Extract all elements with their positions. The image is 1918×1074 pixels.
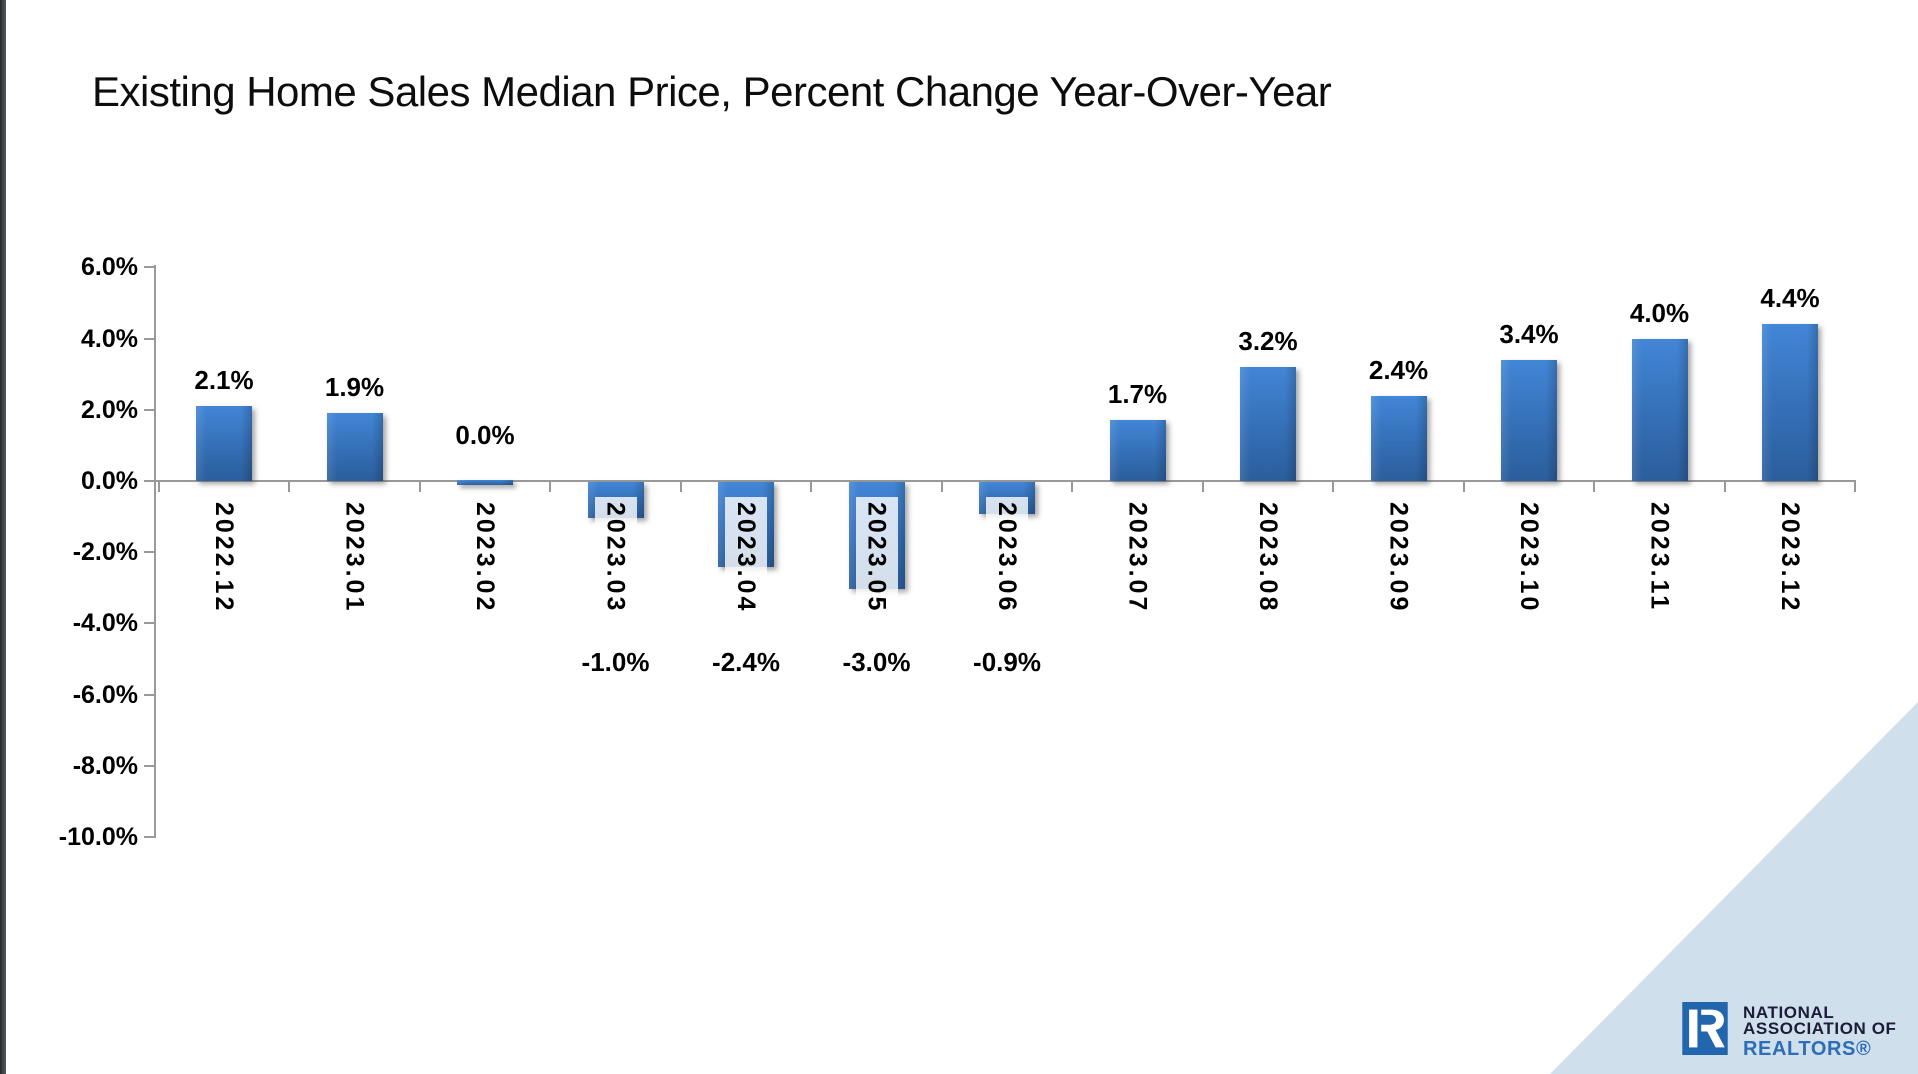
y-axis-tick-label: -2.0% — [72, 538, 138, 567]
bar — [457, 480, 513, 485]
bar-value-label: 3.2% — [1238, 326, 1298, 357]
window-edge-strip — [0, 0, 6, 1074]
bar — [1109, 420, 1166, 481]
x-axis-tick — [288, 482, 291, 492]
bar-value-label: 1.9% — [324, 372, 385, 403]
x-axis-category-label: 2023.04 — [725, 497, 767, 621]
nar-text-line3: REALTORS® — [1743, 1038, 1872, 1060]
y-axis-tick-label: 6.0% — [81, 253, 138, 282]
nar-text-line1: NATIONAL — [1743, 1003, 1835, 1022]
realtor-r-icon — [1682, 1002, 1728, 1055]
bar-value-label: 4.4% — [1760, 283, 1820, 314]
bar — [196, 406, 252, 481]
bar-value-label: -3.0% — [842, 647, 911, 677]
x-axis-tick — [679, 482, 682, 492]
bar-value-label: 0.0% — [455, 420, 515, 450]
x-axis-category-label: 2023.02 — [464, 497, 506, 621]
x-axis-tick — [1723, 482, 1726, 492]
bar-value-label: 4.0% — [1629, 297, 1690, 328]
x-axis-category-label: 2023.09 — [1377, 497, 1420, 621]
x-axis-line — [154, 480, 1856, 482]
x-axis-tick — [1332, 482, 1335, 492]
y-axis-tick — [144, 622, 156, 625]
bar-value-label: 2.4% — [1368, 354, 1429, 385]
y-axis-tick — [144, 693, 156, 696]
y-axis-tick-label: 2.0% — [81, 395, 138, 424]
nar-logo: NATIONAL ASSOCIATION OF REALTORS® — [1682, 1002, 1897, 1059]
x-axis-category-label: 2023.07 — [1116, 497, 1159, 621]
chart-title: Existing Home Sales Median Price, Percen… — [92, 68, 1332, 115]
x-axis-category-label: 2023.03 — [594, 497, 637, 621]
y-axis-tick-label: -4.0% — [72, 609, 138, 638]
bar — [1762, 324, 1818, 481]
x-axis-category-label: 2022.12 — [203, 497, 245, 621]
x-axis-tick — [1071, 482, 1074, 492]
nar-text-line2: ASSOCIATION OF — [1743, 1019, 1897, 1038]
bar — [1240, 367, 1296, 481]
x-axis-tick — [810, 482, 813, 492]
x-axis-tick — [549, 482, 552, 492]
y-axis-tick — [144, 551, 156, 554]
x-axis-tick — [1462, 482, 1465, 492]
y-axis-tick-label: 4.0% — [81, 324, 138, 353]
bar — [326, 413, 383, 481]
x-axis-category-label: 2023.12 — [1769, 497, 1811, 621]
y-axis-tick — [144, 266, 156, 269]
bar-value-label: -1.0% — [581, 647, 650, 677]
y-axis-tick-label: 0.0% — [81, 467, 138, 495]
bar — [1501, 359, 1557, 481]
y-axis-tick — [144, 836, 156, 838]
x-axis-tick — [1593, 482, 1596, 492]
x-axis-tick — [1854, 482, 1857, 492]
x-axis-category-label: 2023.05 — [855, 497, 898, 621]
bar-value-label: -2.4% — [712, 647, 780, 677]
y-axis-tick — [144, 408, 156, 411]
bar — [1370, 395, 1427, 481]
nar-logo-text: NATIONAL ASSOCIATION OF REALTORS® — [1743, 1002, 1897, 1059]
y-axis-tick — [144, 480, 156, 482]
bar-value-label: 1.7% — [1107, 379, 1168, 410]
y-axis-tick-label: -6.0% — [72, 680, 138, 709]
x-axis-category-label: 2023.10 — [1508, 497, 1550, 621]
x-axis-tick — [157, 482, 160, 492]
bar-value-label: 3.4% — [1499, 318, 1559, 349]
bar — [1631, 338, 1688, 481]
x-axis-category-label: 2023.11 — [1638, 497, 1681, 619]
x-axis-tick — [1201, 482, 1204, 492]
x-axis-category-label: 2023.08 — [1247, 497, 1289, 621]
y-axis-tick-label: -10.0% — [58, 823, 138, 851]
x-axis-category-label: 2023.01 — [333, 497, 376, 621]
x-axis-tick — [940, 482, 943, 492]
y-axis-tick — [144, 764, 156, 767]
x-axis-tick — [418, 482, 421, 492]
bar-value-label: 2.1% — [194, 365, 254, 396]
y-axis-tick — [144, 337, 156, 340]
bar-value-label: -0.9% — [973, 647, 1041, 677]
y-axis-tick-label: -8.0% — [72, 751, 138, 780]
x-axis-category-label: 2023.06 — [986, 497, 1028, 621]
